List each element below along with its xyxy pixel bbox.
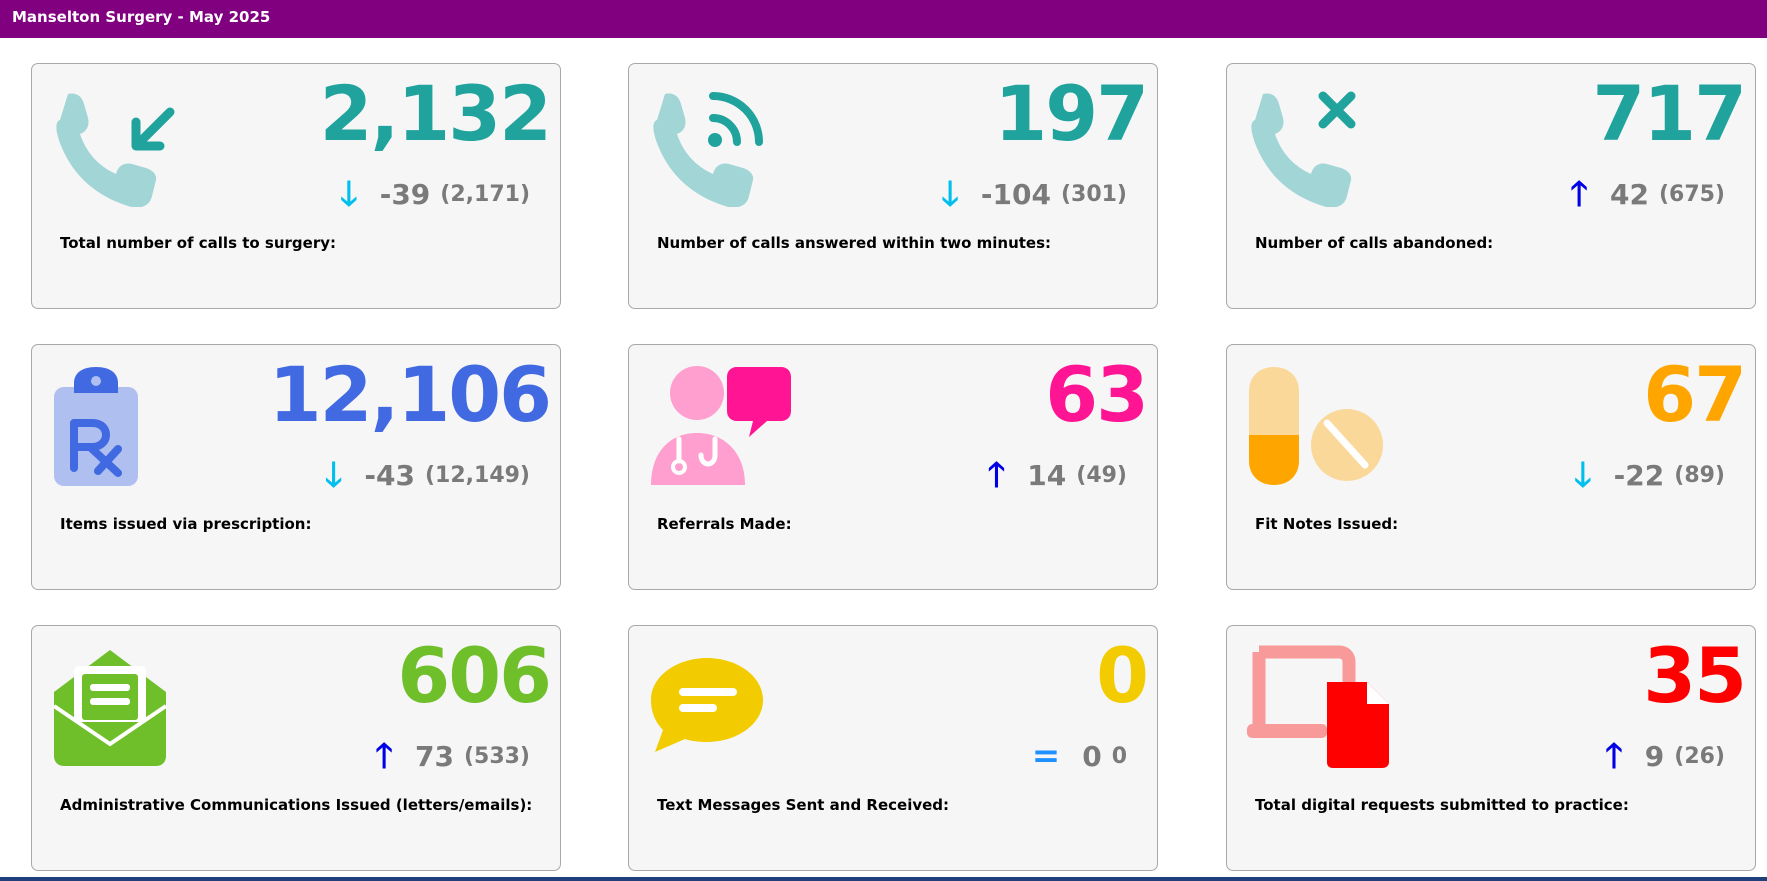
metric-change: 🡓 -22 (89) xyxy=(1574,455,1725,495)
previous-value: (533) xyxy=(463,743,530,769)
phone-missed-icon xyxy=(1247,82,1392,207)
trend-up-icon: 🡑 xyxy=(1605,736,1623,776)
prescription-clipboard-icon xyxy=(52,363,197,488)
card-text-messages: 0 = 0 0 Text Messages Sent and Received: xyxy=(628,625,1158,871)
trend-down-icon: 🡓 xyxy=(340,174,358,214)
change-value: -39 xyxy=(379,177,431,211)
metric-label: Items issued via prescription: xyxy=(60,515,312,533)
trend-down-icon: 🡓 xyxy=(941,174,959,214)
metric-label: Text Messages Sent and Received: xyxy=(657,796,950,814)
metric-label: Total digital requests submitted to prac… xyxy=(1255,796,1629,814)
metric-label: Administrative Communications Issued (le… xyxy=(60,796,533,814)
metric-change: = 0 0 xyxy=(1032,736,1127,776)
previous-value: (26) xyxy=(1674,743,1725,769)
previous-value: 0 xyxy=(1111,743,1127,769)
doctor-chat-icon xyxy=(649,363,794,488)
trend-down-icon: 🡓 xyxy=(324,455,343,495)
card-calls-abandoned: 717 🡑 42 (675) Number of calls abandoned… xyxy=(1226,63,1756,309)
previous-value: (49) xyxy=(1076,462,1127,488)
change-value: 42 xyxy=(1609,177,1649,211)
page-title: Manselton Surgery - May 2025 xyxy=(12,8,271,26)
card-digital-requests: 35 🡑 9 (26) Total digital requests submi… xyxy=(1226,625,1756,871)
change-value: 73 xyxy=(414,739,454,773)
card-referrals: 63 🡑 14 (49) Referrals Made: xyxy=(628,344,1158,590)
metric-value: 67 xyxy=(1643,350,1747,439)
card-calls-answered: 197 🡓 -104 (301) Number of calls answere… xyxy=(628,63,1158,309)
trend-up-icon: 🡑 xyxy=(375,736,393,776)
metric-label: Number of calls abandoned: xyxy=(1255,234,1494,252)
trend-equal-icon: = xyxy=(1031,736,1061,776)
metric-label: Referrals Made: xyxy=(657,515,792,533)
header-bar: Manselton Surgery - May 2025 xyxy=(0,0,1767,38)
change-value: 9 xyxy=(1644,739,1665,773)
card-prescription-items: 12,106 🡓 -43 (12,149) Items issued via p… xyxy=(31,344,561,590)
previous-value: (2,171) xyxy=(440,181,530,207)
trend-down-icon: 🡓 xyxy=(1573,455,1592,495)
trend-up-icon: 🡑 xyxy=(1570,174,1588,214)
laptop-document-icon xyxy=(1247,644,1392,769)
metric-change: 🡑 73 (533) xyxy=(375,736,530,776)
metric-value: 35 xyxy=(1643,631,1747,720)
chat-bubble-icon xyxy=(649,644,794,769)
pills-icon xyxy=(1247,363,1392,488)
metric-change: 🡑 14 (49) xyxy=(988,455,1127,495)
metric-value: 12,106 xyxy=(268,350,552,439)
phone-incoming-icon xyxy=(52,82,197,207)
metric-value: 0 xyxy=(1096,631,1149,720)
metric-change: 🡓 -43 (12,149) xyxy=(325,455,530,495)
trend-up-icon: 🡑 xyxy=(987,455,1006,495)
open-envelope-icon xyxy=(52,644,197,769)
previous-value: (12,149) xyxy=(424,462,530,488)
metric-label: Number of calls answered within two minu… xyxy=(657,234,1052,252)
previous-value: (675) xyxy=(1658,181,1725,207)
card-admin-communications: 606 🡑 73 (533) Administrative Communicat… xyxy=(31,625,561,871)
metric-value: 63 xyxy=(1045,350,1149,439)
card-total-calls: 2,132 🡓 -39 (2,171) Total number of call… xyxy=(31,63,561,309)
change-value: 14 xyxy=(1027,458,1067,492)
card-fit-notes: 67 🡓 -22 (89) Fit Notes Issued: xyxy=(1226,344,1756,590)
phone-signal-icon xyxy=(649,82,794,207)
metric-value: 2,132 xyxy=(319,69,552,158)
metric-change: 🡑 9 (26) xyxy=(1605,736,1725,776)
metric-change: 🡓 -39 (2,171) xyxy=(340,174,530,214)
change-value: -22 xyxy=(1613,458,1665,492)
previous-value: (89) xyxy=(1674,462,1725,488)
metric-value: 606 xyxy=(397,631,552,720)
previous-value: (301) xyxy=(1060,181,1127,207)
metric-label: Total number of calls to surgery: xyxy=(60,234,337,252)
metric-change: 🡓 -104 (301) xyxy=(941,174,1127,214)
change-value: 0 xyxy=(1082,739,1102,773)
change-value: -104 xyxy=(980,177,1051,211)
metric-value: 717 xyxy=(1592,69,1747,158)
metric-value: 197 xyxy=(994,69,1149,158)
window-bottom-edge xyxy=(0,877,1767,881)
change-value: -43 xyxy=(364,458,415,492)
metric-label: Fit Notes Issued: xyxy=(1255,515,1399,533)
metric-change: 🡑 42 (675) xyxy=(1570,174,1725,214)
